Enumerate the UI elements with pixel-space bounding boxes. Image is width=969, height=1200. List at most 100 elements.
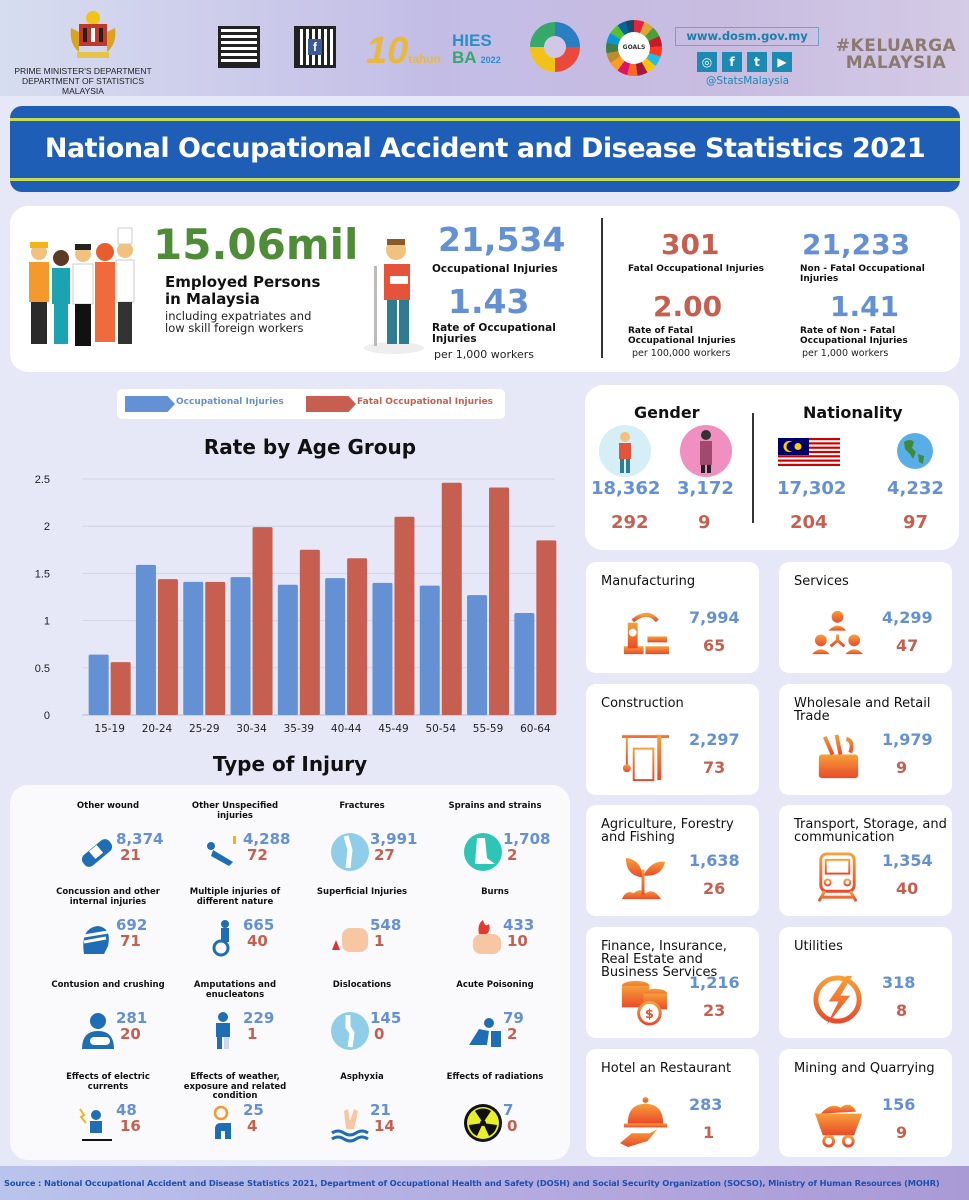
website-link[interactable]: www.dosm.gov.my [675, 27, 819, 46]
occupational-injury-rate-unit: per 1,000 workers [434, 348, 535, 361]
joint-icon [331, 1012, 369, 1050]
divider [752, 413, 754, 523]
drowning-icon [331, 1109, 369, 1143]
bar-fatal-injuries [536, 540, 557, 715]
injury-type-count: 1,708 [503, 830, 551, 848]
injury-type-fatal: 27 [374, 846, 395, 864]
sector-injuries: 283 [689, 1095, 723, 1114]
source-note: Source : National Occupational Accident … [4, 1178, 940, 1188]
injury-type-fatal: 10 [507, 932, 528, 950]
sector-card: Utilities 318 8 [779, 927, 952, 1038]
social-handle[interactable]: @StatsMalaysia [705, 75, 790, 87]
sector-name: Mining and Quarrying [794, 1061, 935, 1076]
electric-shock-icon [79, 1108, 112, 1141]
injury-type-name: Contusion and crushing [51, 980, 165, 990]
divider [601, 218, 603, 358]
globe-icon [897, 433, 933, 469]
bar-occupational-injuries [419, 585, 440, 715]
x-tick-label: 60-64 [520, 723, 551, 735]
injury-type-fatal: 0 [374, 1025, 385, 1043]
injury-type-fatal: 2 [507, 1025, 518, 1043]
injury-type-name: Other Unspecified injuries [191, 801, 279, 821]
sector-fatal: 23 [703, 1001, 726, 1020]
sector-card: Hotel an Restaurant 283 1 [586, 1049, 759, 1157]
ankle-icon [464, 833, 502, 871]
bar-occupational-injuries [372, 582, 393, 715]
bar-occupational-injuries [88, 654, 109, 715]
bar-fatal-injuries [347, 558, 368, 715]
injury-type-item: Other Unspecified injuries 4,288 72 [175, 801, 305, 892]
injury-type-name: Effects of radiations [446, 1072, 544, 1082]
sector-name: Services [794, 574, 849, 589]
injury-type-name: Burns [481, 887, 509, 897]
female-worker-icon [680, 425, 732, 477]
injury-type-fatal: 16 [120, 1117, 141, 1135]
legend-swatch-fatal [306, 396, 356, 412]
title-banner: National Occupational Accident and Disea… [10, 106, 960, 192]
hies-ba-2022-logo: HIES BA 2022 [452, 31, 501, 67]
injury-type-count: 3,991 [370, 830, 418, 848]
qr-code-facebook[interactable]: f [294, 26, 336, 68]
foreign-injuries: 4,232 [887, 478, 944, 499]
nonfatal-injury-rate-label: Rate of Non - Fatal Occupational Injuries [800, 326, 908, 346]
sector-fatal: 47 [896, 636, 919, 655]
sector-injuries: 1,216 [689, 973, 740, 992]
facebook-icon[interactable]: f [722, 52, 742, 72]
fatal-injuries-value: 301 [661, 228, 720, 261]
page-title: National Occupational Accident and Disea… [44, 133, 926, 164]
sector-injuries: 1,979 [882, 730, 933, 749]
fatal-injury-rate-label: Rate of Fatal Occupational Injuries [628, 326, 736, 346]
legend-label-fatal: Fatal Occupational Injuries [357, 397, 494, 407]
bar-fatal-injuries [252, 527, 273, 715]
injury-type-count: 21 [370, 1101, 391, 1119]
qr-code-website[interactable] [218, 26, 260, 68]
facebook-icon: f [308, 39, 322, 55]
burning-hand-icon [473, 920, 501, 954]
sector-name: Manufacturing [601, 574, 696, 589]
y-tick-label: 2 [44, 521, 50, 533]
bandaged-head-icon [83, 926, 109, 954]
svg-text:$: $ [645, 1007, 654, 1022]
injury-type-item: Superficial Injuries 548 1 [302, 887, 432, 978]
injury-type-name: Effects of weather, exposure and related… [183, 1072, 287, 1101]
occupational-injuries-label: Occupational Injuries [432, 263, 558, 275]
injury-type-fatal: 1 [247, 1025, 258, 1043]
train-icon [817, 852, 858, 902]
injury-type-name: Dislocations [332, 980, 392, 990]
bar-fatal-injuries [299, 549, 320, 715]
gender-title: Gender [634, 403, 700, 422]
social-links: ◎ f t ▶ [697, 52, 792, 72]
sector-fatal: 1 [703, 1123, 715, 1142]
youtube-icon[interactable]: ▶ [772, 52, 792, 72]
injury-type-fatal: 2 [507, 846, 518, 864]
accent-line [10, 178, 960, 181]
sector-name: Finance, Insurance, Real Estate and Busi… [601, 939, 727, 980]
injury-type-name: Fractures [339, 801, 385, 811]
keluarga-malaysia-logo: #KELUARGA MALAYSIA [835, 36, 957, 73]
male-injuries: 18,362 [591, 478, 661, 499]
wheelchair-icon [212, 920, 230, 957]
sector-name: Agriculture, Forestry and Fishing [601, 817, 734, 845]
x-tick-label: 55-59 [473, 723, 504, 735]
sector-card: Manufacturing 7,994 65 [586, 562, 759, 673]
female-fatal: 9 [698, 512, 711, 533]
twitter-icon[interactable]: t [747, 52, 767, 72]
sector-fatal: 8 [896, 1001, 908, 1020]
injury-type-fatal: 14 [374, 1117, 395, 1135]
injury-types-panel: Other wound 8,374 21 Other Unspecified inju… [10, 785, 570, 1160]
fatal-injuries-label: Fatal Occupational Injuries [628, 264, 765, 274]
sector-fatal: 40 [896, 879, 919, 898]
injury-type-count: 433 [503, 916, 535, 934]
injury-type-item: Amputations and enucleatons 229 1 [175, 980, 305, 1071]
sector-card: Finance, Insurance, Real Estate and Busi… [586, 927, 759, 1038]
injury-type-name: Acute Poisoning [456, 980, 534, 990]
injury-type-item: Effects of weather, exposure and related… [175, 1072, 305, 1163]
instagram-icon[interactable]: ◎ [697, 52, 717, 72]
sector-injuries: 1,354 [882, 851, 933, 870]
fatal-injury-rate-value: 2.00 [653, 290, 723, 323]
malaysian-fatal: 204 [790, 512, 828, 533]
x-tick-label: 15-19 [94, 723, 125, 735]
injury-type-count: 692 [116, 916, 148, 934]
injury-type-count: 48 [116, 1101, 137, 1119]
sector-card: Agriculture, Forestry and Fishing 1,638 26 [586, 805, 759, 916]
